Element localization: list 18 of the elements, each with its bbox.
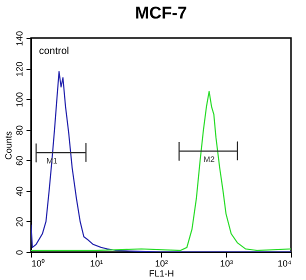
x-tick-label: 10⁰ bbox=[32, 258, 45, 268]
y-tick-label: 140 bbox=[14, 30, 24, 46]
annotation: control bbox=[39, 46, 70, 57]
y-tick-label: 40 bbox=[14, 186, 24, 196]
annotation: M2 bbox=[204, 155, 216, 164]
x-tick-label: 10² bbox=[154, 258, 168, 268]
y-tick-label: 80 bbox=[14, 125, 24, 136]
x-tick-label: 10⁴ bbox=[278, 258, 292, 268]
chart-title: MCF-7 bbox=[135, 3, 187, 22]
x-axis-title: FL1-H bbox=[148, 268, 174, 278]
y-tick-label: 0 bbox=[14, 250, 24, 256]
y-tick-label: 20 bbox=[14, 216, 24, 227]
y-axis-title: Counts bbox=[4, 130, 14, 160]
x-tick-label: 10³ bbox=[220, 258, 234, 268]
y-tick-label: 60 bbox=[14, 156, 24, 166]
y-tick-label: 120 bbox=[14, 62, 24, 77]
y-tick-label: 100 bbox=[14, 92, 24, 108]
x-tick-label: 10¹ bbox=[90, 258, 104, 268]
